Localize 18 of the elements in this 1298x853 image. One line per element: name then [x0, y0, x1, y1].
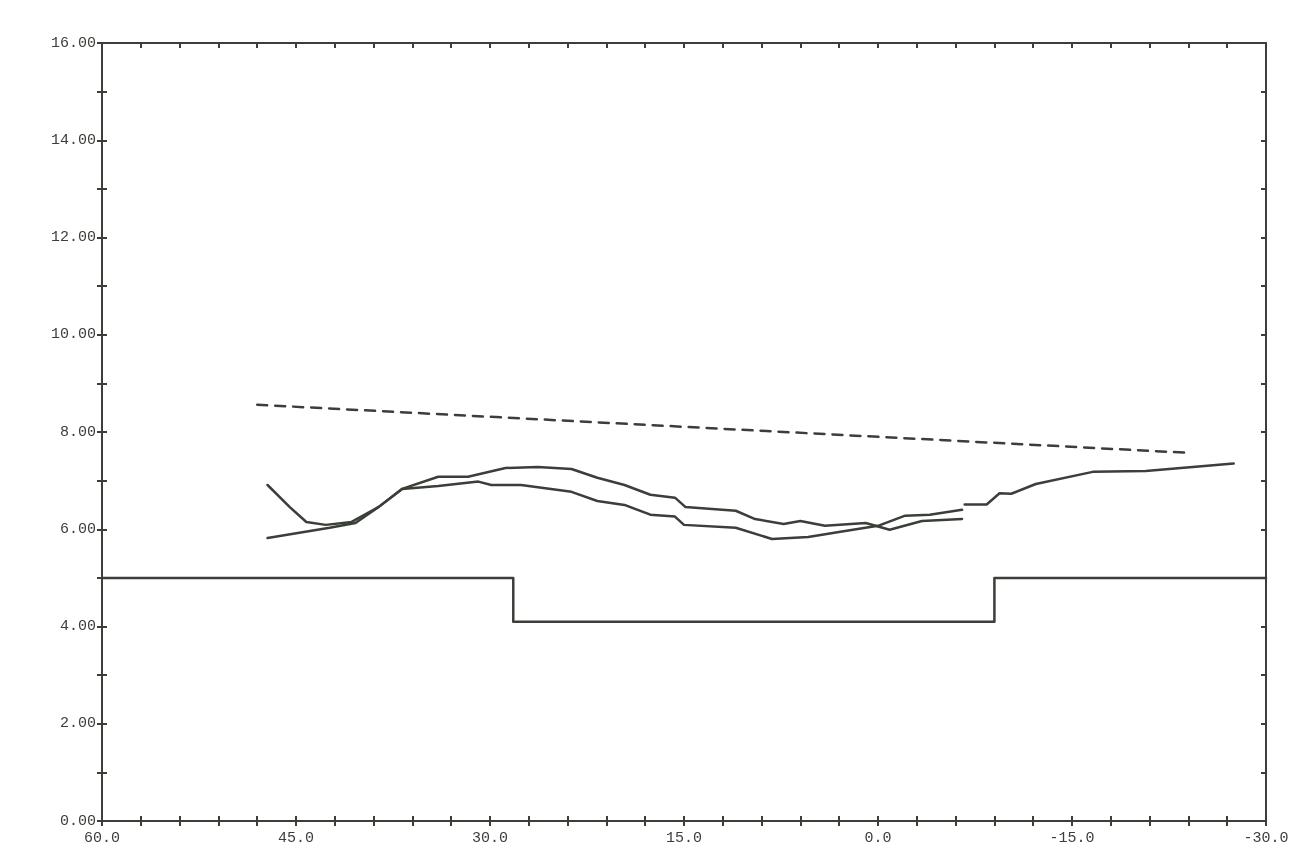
- x-tick-label: 15.0: [665, 830, 703, 847]
- y-tick-label: 6.00: [59, 520, 96, 538]
- x-tick-label: 45.0: [277, 830, 315, 847]
- line-series: [963, 462, 1235, 506]
- x-tick-label: -30.0: [1243, 830, 1289, 847]
- x-tick-label: 0.0: [864, 830, 892, 847]
- y-tick-label: 0.00: [59, 812, 96, 830]
- y-tick-label: 4.00: [59, 618, 96, 635]
- y-tick-label: 2.00: [59, 715, 96, 733]
- line-series: [266, 465, 964, 540]
- x-tick-label: -15.0: [1049, 830, 1095, 847]
- y-tick-label: 12.00: [50, 229, 96, 246]
- y-tick-label: 16.00: [50, 34, 96, 52]
- x-tick-label: 60.0: [83, 830, 121, 847]
- y-tick-label: 14.00: [50, 131, 96, 149]
- y-tick-label: 8.00: [59, 423, 96, 441]
- y-tick-label: 10.00: [50, 326, 96, 344]
- x-tick-label: 30.0: [471, 830, 509, 847]
